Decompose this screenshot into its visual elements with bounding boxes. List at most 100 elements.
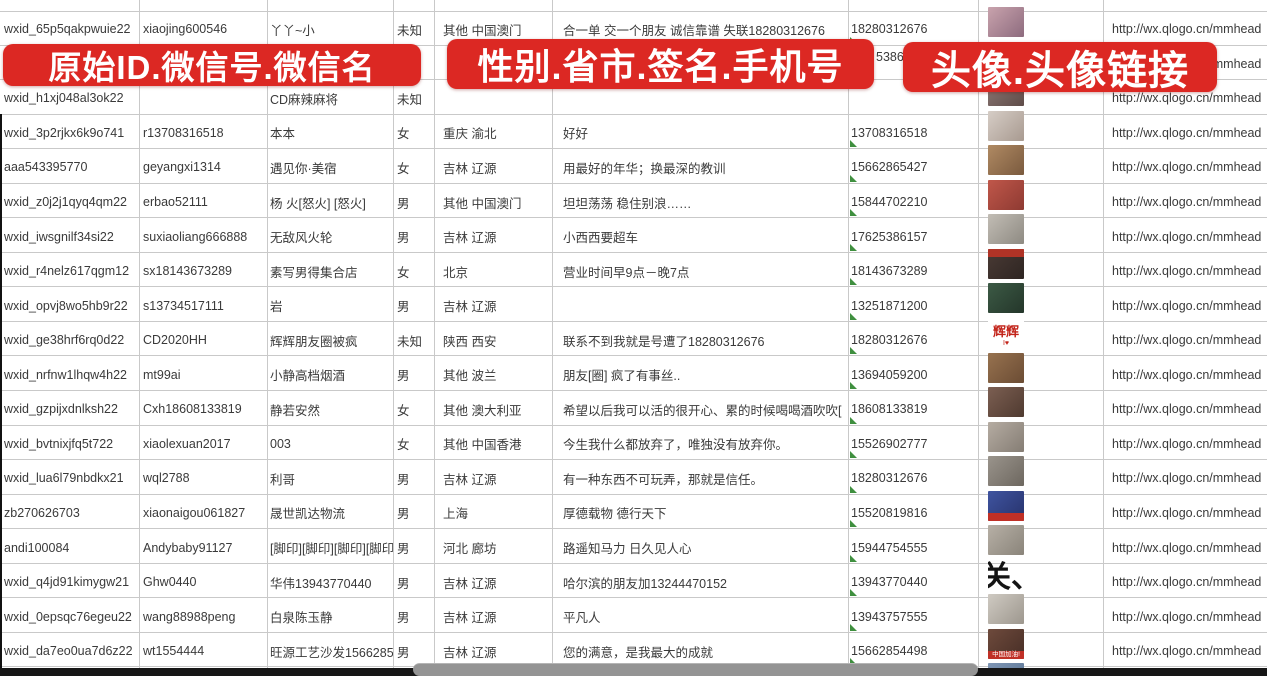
cell-gender[interactable]: 未知 [397, 334, 423, 349]
cell-gender[interactable]: 男 [397, 542, 410, 557]
cell-alias[interactable]: Cxh18608133819 [143, 402, 242, 417]
cell-name[interactable]: 003 [270, 436, 291, 451]
cell-alias[interactable]: sx18143673289 [143, 264, 232, 279]
cell-signature[interactable]: 合一单 交一个朋友 诚信靠谱 失联18280312676 [563, 23, 825, 38]
cell-region[interactable]: 重庆 渝北 [443, 127, 497, 142]
cell-wxid[interactable]: wxid_gzpijxdnlksh22 [4, 402, 118, 417]
cell-region[interactable]: 吉林 辽源 [443, 576, 497, 591]
cell-alias[interactable]: xiaonaigou061827 [143, 505, 246, 520]
cell-wxid[interactable]: wxid_nrfnw1lhqw4h22 [4, 367, 127, 382]
cell-url[interactable]: http://wx.qlogo.cn/mmhead [1112, 436, 1262, 451]
cell-signature[interactable]: 朋友[圈] 疯了有事丝.. [563, 369, 681, 384]
cell-gender[interactable]: 女 [397, 265, 410, 280]
cell-wxid[interactable]: aaa543395770 [4, 160, 88, 175]
cell-alias[interactable]: wql2788 [143, 471, 190, 486]
cell-wxid[interactable]: andi100084 [4, 540, 70, 555]
cell-phone[interactable]: 17625386157 [849, 218, 977, 252]
cell-wxid[interactable]: wxid_lua6l79nbdkx21 [4, 471, 124, 486]
cell-region[interactable]: 其他 中国澳门 [443, 196, 522, 211]
cell-alias[interactable]: mt99ai [143, 367, 181, 382]
cell-signature[interactable] [553, 287, 847, 321]
cell-phone[interactable]: 13708316518 [849, 115, 977, 149]
cell-region[interactable]: 北京 [443, 265, 469, 280]
cell-url[interactable]: http://wx.qlogo.cn/mmhead [1112, 402, 1262, 417]
cell-region[interactable]: 其他 中国澳门 [443, 23, 522, 38]
cell-region[interactable]: 吉林 辽源 [443, 472, 497, 487]
cell-name[interactable]: 遇见你·美宿 [270, 161, 337, 176]
cell-region[interactable]: 陕西 西安 [443, 334, 497, 349]
cell-wxid[interactable]: wxid_da7eo0ua7d6z22 [4, 644, 133, 659]
cell-name[interactable]: 利哥 [270, 472, 296, 487]
cell-phone[interactable]: 18608133819 [849, 391, 977, 425]
cell-signature[interactable]: 哈尔滨的朋友加13244470152 [563, 576, 727, 591]
cell-url[interactable]: http://wx.qlogo.cn/mmhead [1112, 333, 1262, 348]
cell-url[interactable]: http://wx.qlogo.cn/mmhead [1112, 229, 1262, 244]
cell-url[interactable]: http://wx.qlogo.cn/mmhead [1112, 264, 1262, 279]
cell-gender[interactable]: 男 [397, 576, 410, 591]
cell-gender[interactable]: 男 [397, 645, 410, 660]
cell-signature[interactable]: 希望以后我可以活的很开心、累的时候喝喝酒吹吹[ [563, 403, 842, 418]
cell-phone[interactable]: 15662865427 [849, 149, 977, 183]
cell-region[interactable]: 其他 波兰 [443, 369, 497, 384]
cell-phone[interactable]: 13251871200 [849, 287, 977, 321]
cell-url[interactable]: http://wx.qlogo.cn/mmhead [1112, 609, 1262, 624]
cell-alias[interactable]: Andybaby91127 [143, 540, 233, 555]
cell-phone[interactable]: 13943757555 [849, 598, 977, 632]
cell-name[interactable]: 白泉陈玉静 [270, 611, 333, 626]
cell-region[interactable]: 吉林 辽源 [443, 645, 497, 660]
cell-alias[interactable]: suxiaoliang666888 [143, 229, 248, 244]
cell-gender[interactable]: 男 [397, 611, 410, 626]
cell-signature[interactable]: 有一种东西不可玩弄，那就是信任。 [563, 472, 764, 487]
cell-url[interactable]: http://wx.qlogo.cn/mmhead [1112, 575, 1262, 590]
cell-region[interactable]: 其他 中国香港 [443, 438, 522, 453]
cell-wxid[interactable]: wxid_3p2rjkx6k9o741 [4, 125, 125, 140]
cell-gender[interactable]: 男 [397, 300, 410, 315]
cell-gender[interactable]: 未知 [397, 23, 423, 38]
cell-url[interactable]: http://wx.qlogo.cn/mmhead [1112, 540, 1262, 555]
cell-gender[interactable]: 女 [397, 127, 410, 142]
cell-wxid[interactable]: wxid_z0j2j1qyq4qm22 [4, 195, 127, 210]
cell-region[interactable]: 河北 廊坊 [443, 542, 497, 557]
cell-phone[interactable]: 15844702210 [849, 184, 977, 218]
cell-alias[interactable]: xiaolexuan2017 [143, 436, 231, 451]
cell-phone[interactable]: 13943770440 [849, 564, 977, 598]
cell-phone[interactable]: 18280312676 [849, 460, 977, 494]
cell-url[interactable]: http://wx.qlogo.cn/mmhead [1112, 298, 1262, 313]
cell-alias[interactable]: Ghw0440 [143, 575, 197, 590]
cell-wxid[interactable]: wxid_ge38hrf6rq0d22 [4, 333, 125, 348]
cell-alias[interactable]: wang88988peng [143, 609, 236, 624]
cell-alias[interactable]: r13708316518 [143, 125, 224, 140]
cell-signature[interactable]: 坦坦荡荡 稳住别浪…… [563, 196, 692, 211]
cell-phone[interactable]: 18143673289 [849, 253, 977, 287]
cell-name[interactable]: CD麻辣麻将 [270, 92, 339, 107]
cell-url[interactable]: http://wx.qlogo.cn/mmhead [1112, 644, 1262, 659]
cell-wxid[interactable]: wxid_65p5qakpwuie22 [4, 22, 131, 37]
cell-region[interactable]: 吉林 辽源 [443, 611, 497, 626]
cell-gender[interactable]: 男 [397, 196, 410, 211]
cell-url[interactable]: http://wx.qlogo.cn/mmhead [1112, 125, 1262, 140]
cell-url[interactable]: http://wx.qlogo.cn/mmhead [1112, 160, 1262, 175]
cell-signature[interactable]: 您的满意，是我最大的成就 [563, 645, 714, 660]
cell-name[interactable]: 旺源工艺沙发15662854 [270, 645, 393, 660]
cell-wxid[interactable]: wxid_bvtnixjfq5t722 [4, 436, 114, 451]
cell-gender[interactable]: 女 [397, 161, 410, 176]
cell-gender[interactable]: 男 [397, 472, 410, 487]
cell-region[interactable]: 上海 [443, 507, 469, 522]
cell-wxid[interactable]: wxid_r4nelz617qgm12 [4, 264, 130, 279]
cell-name[interactable]: 华伟13943770440 [270, 576, 372, 591]
cell-region[interactable]: 吉林 辽源 [443, 161, 497, 176]
cell-name[interactable]: 晟世凯达物流 [270, 507, 346, 522]
cell-alias[interactable]: s13734517111 [143, 298, 224, 313]
cell-name[interactable]: 岩 [270, 300, 283, 315]
cell-phone[interactable]: 18280312676 [849, 322, 977, 356]
cell-wxid[interactable]: zb270626703 [4, 505, 80, 520]
cell-alias[interactable]: erbao52111 [143, 195, 208, 210]
cell-name[interactable]: 静若安然 [270, 403, 321, 418]
cell-alias[interactable]: CD2020HH [143, 333, 207, 348]
cell-url[interactable]: http://wx.qlogo.cn/mmhead [1112, 22, 1262, 37]
cell-region[interactable]: 其他 澳大利亚 [443, 403, 522, 418]
cell-signature[interactable]: 用最好的年华；换最深的教训 [563, 161, 726, 176]
cell-signature[interactable]: 今生我什么都放弃了，唯独没有放弃你。 [563, 438, 789, 453]
cell-url[interactable]: http://wx.qlogo.cn/mmhead [1112, 471, 1262, 486]
cell-wxid[interactable]: wxid_opvj8wo5hb9r22 [4, 298, 128, 313]
